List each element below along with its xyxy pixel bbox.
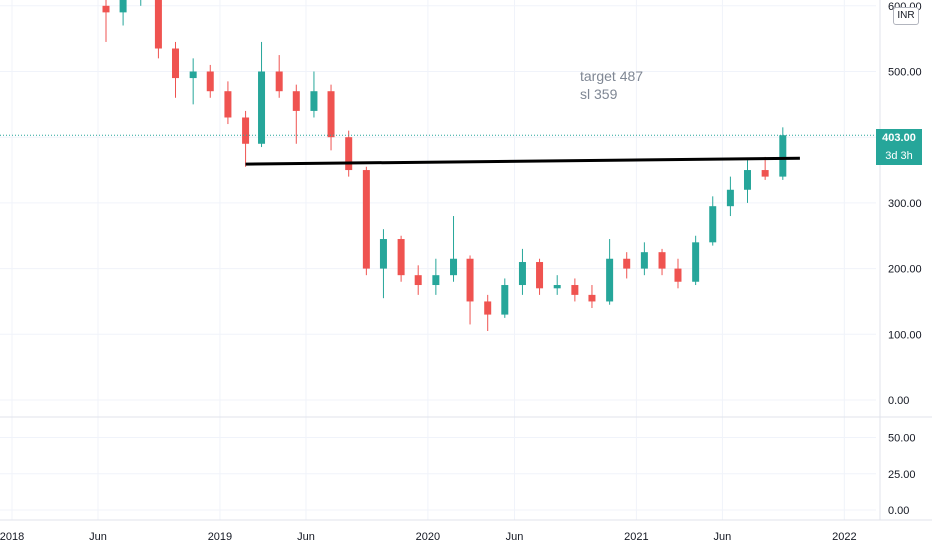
candle-body xyxy=(588,294,596,302)
candle-body xyxy=(518,262,526,286)
candle-body xyxy=(397,239,405,276)
candle-body xyxy=(571,285,579,295)
x-tick-label: 2018 xyxy=(0,531,24,543)
y-tick-label: 0.00 xyxy=(888,395,909,407)
last-price-badge: 403.00 xyxy=(876,129,922,147)
target-annotation[interactable]: target 487 xyxy=(580,68,643,84)
candle-body xyxy=(779,135,787,177)
x-tick-label: 2022 xyxy=(832,531,856,543)
candle-body xyxy=(484,301,492,315)
candles xyxy=(102,0,787,332)
support-line-group xyxy=(245,156,800,166)
x-tick-label: Jun xyxy=(297,531,315,543)
x-tick-label: Jun xyxy=(89,531,107,543)
y-tick-label: 500.00 xyxy=(888,67,922,79)
candle-body xyxy=(674,268,682,282)
candle-body xyxy=(761,170,769,177)
candle-body xyxy=(310,91,318,111)
candle-body xyxy=(172,48,180,79)
candle-body xyxy=(275,71,283,92)
candle-body xyxy=(379,239,387,269)
x-tick-label: Jun xyxy=(506,531,524,543)
candle-body xyxy=(553,285,561,289)
candle-body xyxy=(102,5,110,13)
x-tick-label: 2020 xyxy=(416,531,440,543)
candle-body xyxy=(154,0,162,49)
candle-body xyxy=(362,170,370,269)
x-tick-label: Jun xyxy=(714,531,732,543)
candle-body xyxy=(189,71,197,79)
x-tick-label: 2019 xyxy=(208,531,232,543)
candle-body xyxy=(258,71,266,144)
candle-body xyxy=(640,252,648,269)
candle-body xyxy=(206,71,214,92)
currency-badge[interactable]: INR xyxy=(893,7,919,25)
candle-body xyxy=(536,262,544,289)
y-tick-label: 100.00 xyxy=(888,329,922,341)
y-tick-label: 300.00 xyxy=(888,198,922,210)
y-tick-label: 200.00 xyxy=(888,264,922,276)
candle-body xyxy=(692,242,700,282)
candle-body xyxy=(623,258,631,269)
candle-body xyxy=(242,117,250,144)
candle-body xyxy=(450,258,458,276)
candle-body xyxy=(466,258,474,302)
candle-body xyxy=(414,275,422,286)
candle-body xyxy=(327,91,335,138)
x-tick-label: 2021 xyxy=(624,531,648,543)
candle-body xyxy=(658,252,666,269)
volume-tick-label: 0.00 xyxy=(888,505,909,517)
candle-body xyxy=(709,206,717,243)
candle-body xyxy=(432,275,440,286)
volume-tick-label: 50.00 xyxy=(888,433,916,445)
candle-body xyxy=(743,170,751,190)
candle-body xyxy=(501,285,509,315)
candle-body xyxy=(726,189,734,207)
candle-body xyxy=(606,258,614,302)
candle-body xyxy=(224,91,232,118)
candle-body xyxy=(292,91,300,111)
countdown-badge: 3d 3h xyxy=(876,147,922,165)
candle-body xyxy=(345,137,353,171)
stoploss-annotation[interactable]: sl 359 xyxy=(580,86,618,102)
grid xyxy=(0,0,876,520)
support-line xyxy=(245,156,800,166)
annotations: target 487 sl 359 xyxy=(580,68,643,102)
candle-body xyxy=(119,0,127,13)
volume-tick-label: 25.00 xyxy=(888,469,916,481)
